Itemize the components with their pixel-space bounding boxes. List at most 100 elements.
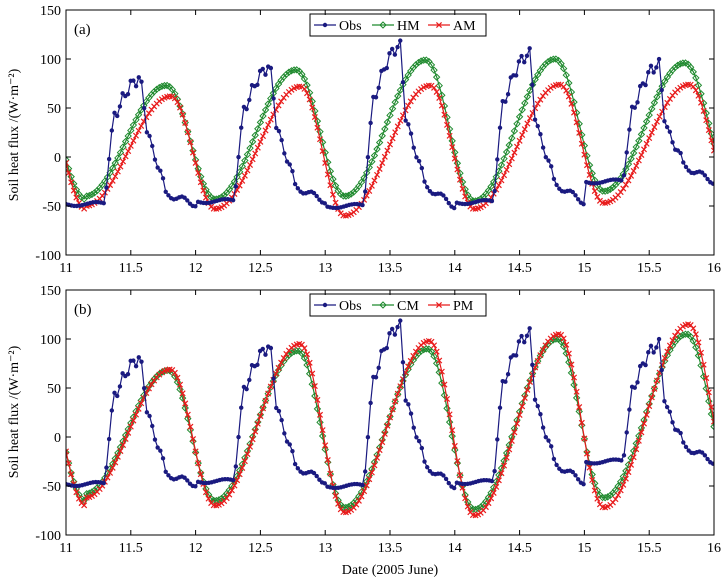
data-point xyxy=(275,364,282,371)
data-point xyxy=(106,156,112,162)
x-tick-label: 13 xyxy=(318,541,332,556)
data-point xyxy=(381,153,388,160)
data-point xyxy=(88,190,96,199)
data-point xyxy=(397,383,404,390)
data-point xyxy=(433,88,440,95)
data-point xyxy=(493,483,500,490)
data-point xyxy=(93,186,101,195)
data-point xyxy=(640,420,648,427)
data-point xyxy=(573,388,580,395)
data-point xyxy=(419,165,425,171)
data-point xyxy=(523,92,532,101)
data-point xyxy=(422,459,427,464)
data-point xyxy=(508,155,515,162)
data-point xyxy=(119,143,127,151)
data-point xyxy=(692,74,700,82)
data-point xyxy=(530,82,535,88)
data-point xyxy=(669,337,676,344)
data-point xyxy=(632,385,637,390)
data-point xyxy=(138,400,145,407)
legend-a: Obs HM AM xyxy=(309,13,487,37)
data-point xyxy=(482,504,489,511)
data-point xyxy=(527,46,532,51)
data-point xyxy=(261,106,270,114)
data-point xyxy=(697,90,705,98)
data-point xyxy=(230,197,236,203)
data-point xyxy=(317,197,322,202)
data-point xyxy=(637,130,646,139)
data-point xyxy=(241,172,248,179)
data-point xyxy=(604,186,612,195)
data-point xyxy=(441,193,446,198)
data-point xyxy=(674,335,682,343)
data-point xyxy=(182,119,189,126)
data-point xyxy=(543,154,549,160)
x-tick-label: 14.5 xyxy=(507,261,532,276)
x-tick-label: 12 xyxy=(189,261,203,276)
data-point xyxy=(171,89,179,98)
data-point xyxy=(515,113,524,121)
data-point xyxy=(686,63,695,71)
data-point xyxy=(516,411,523,419)
data-point xyxy=(407,98,414,105)
data-point xyxy=(616,477,625,486)
data-point xyxy=(144,410,150,415)
data-point xyxy=(705,456,710,462)
data-point xyxy=(177,381,184,388)
data-point xyxy=(249,156,256,163)
data-point xyxy=(632,143,640,151)
data-point xyxy=(129,121,138,129)
data-point xyxy=(392,398,399,405)
legend-item-cm: CM xyxy=(372,299,419,314)
data-point xyxy=(516,339,522,344)
data-point xyxy=(280,73,288,81)
data-point xyxy=(435,81,443,90)
data-point xyxy=(620,481,627,488)
data-point xyxy=(264,100,272,108)
y-tick-label: 100 xyxy=(40,333,61,348)
data-point xyxy=(301,345,308,352)
data-point xyxy=(200,187,207,194)
data-point xyxy=(265,390,272,397)
data-point xyxy=(150,87,158,96)
data-point xyxy=(379,439,386,446)
data-point xyxy=(244,451,251,458)
data-point xyxy=(522,59,527,65)
data-point xyxy=(633,446,640,453)
y-tick-label: 150 xyxy=(40,284,61,299)
data-point xyxy=(112,459,119,466)
data-point xyxy=(141,385,147,391)
data-point xyxy=(300,354,309,362)
data-point xyxy=(112,390,117,396)
legend-item-pm: PM xyxy=(428,299,474,314)
data-point xyxy=(565,350,572,357)
legend-marker xyxy=(322,302,328,308)
data-point xyxy=(181,404,189,412)
data-point xyxy=(130,417,137,424)
data-point xyxy=(503,379,508,384)
data-point xyxy=(132,132,140,139)
data-point xyxy=(290,66,298,74)
data-point xyxy=(516,137,523,144)
data-point xyxy=(661,355,668,362)
data-point xyxy=(212,496,221,505)
data-point xyxy=(666,342,673,349)
data-point xyxy=(322,481,327,486)
legend-marker xyxy=(322,22,328,28)
data-point xyxy=(101,480,106,486)
data-point xyxy=(314,473,319,479)
data-point xyxy=(376,165,383,173)
data-point xyxy=(254,125,262,133)
data-point xyxy=(185,478,190,483)
data-point xyxy=(260,346,265,352)
data-point xyxy=(643,411,650,418)
data-point xyxy=(316,418,324,427)
data-point xyxy=(316,411,324,418)
data-point xyxy=(106,436,112,442)
data-point xyxy=(508,437,515,444)
data-point xyxy=(298,341,305,348)
data-point xyxy=(246,144,254,152)
data-point xyxy=(441,111,448,118)
data-point xyxy=(66,459,73,467)
data-point xyxy=(497,125,503,130)
